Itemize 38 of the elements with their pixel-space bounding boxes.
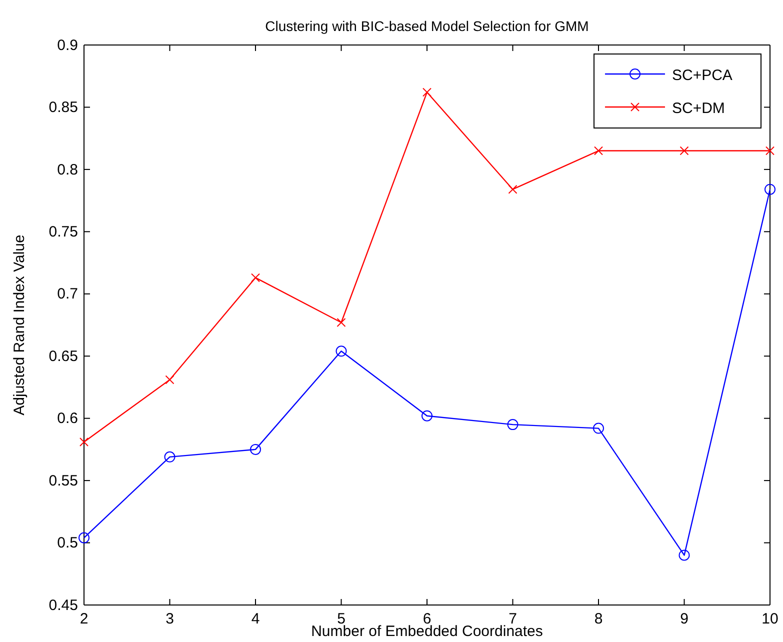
y-tick-label: 0.85 — [48, 99, 78, 116]
point — [764, 184, 776, 195]
y-tick-label: 0.55 — [48, 472, 78, 490]
point — [508, 184, 518, 194]
x-tick-label: 10 — [762, 610, 778, 628]
x-tick-label: 9 — [680, 610, 688, 628]
y-tick-label: 0.7 — [57, 286, 78, 303]
point — [507, 419, 518, 430]
point — [680, 146, 689, 156]
point — [594, 146, 603, 156]
y-tick-label: 0.8 — [57, 161, 78, 178]
y-tick-label: 0.6 — [57, 410, 78, 428]
y-tick-label: 0.45 — [48, 596, 78, 614]
legend-label: SC+PCA — [672, 67, 732, 84]
point — [593, 422, 604, 434]
point — [250, 444, 261, 455]
chart-title: Clustering with BIC-based Model Selection for GMM — [265, 18, 589, 34]
point — [78, 532, 90, 544]
y-tick-label: 0.5 — [57, 534, 78, 552]
legend-label: SC+DM — [672, 100, 725, 117]
x-tick-label: 8 — [594, 610, 603, 628]
point — [80, 437, 88, 446]
x-tick-label: 4 — [251, 610, 260, 628]
point — [165, 375, 174, 384]
point — [336, 346, 347, 357]
point — [336, 318, 346, 328]
point — [251, 273, 260, 282]
y-tick-label: 0.65 — [48, 348, 78, 365]
y-tick-label: 0.75 — [48, 223, 78, 240]
x-tick-label: 2 — [80, 610, 88, 628]
y-axis-title: Adjusted Rand Index Value — [11, 234, 28, 416]
point — [164, 451, 176, 462]
y-tick-label: 0.9 — [57, 36, 78, 54]
point — [422, 410, 432, 422]
point — [422, 88, 432, 97]
point — [678, 550, 690, 561]
point — [766, 146, 774, 156]
x-tick-label: 3 — [166, 610, 174, 628]
